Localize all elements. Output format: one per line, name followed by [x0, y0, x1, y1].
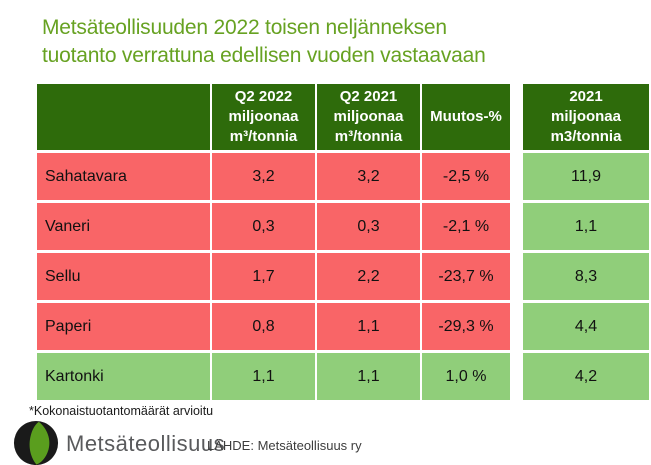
cell-sahatavara-q2-2022: 3,2 — [212, 153, 315, 200]
header-text: Q2 2021 — [339, 88, 398, 105]
header-text: miljoonaa — [550, 108, 621, 125]
header-text: miljoonaa — [333, 108, 404, 125]
cell-sellu-2021: 8,3 — [523, 253, 649, 300]
header-text: 2021 — [569, 88, 603, 105]
page-title-line1: Metsäteollisuuden 2022 toisen neljänneks… — [42, 16, 447, 39]
row-label-sahatavara: Sahatavara — [37, 153, 210, 200]
cell-vaneri-q2-2022: 0,3 — [212, 203, 315, 250]
cell-sellu-muutos: -23,7 % — [422, 253, 510, 300]
cell-paperi-muutos: -29,3 % — [422, 303, 510, 350]
row-label-paperi: Paperi — [37, 303, 210, 350]
header-cell-q2-2021: Q2 2021 miljoonaa m³/tonnia — [317, 84, 420, 150]
header-text: m³/tonnia — [334, 128, 403, 145]
row-label-kartonki: Kartonki — [37, 353, 210, 400]
cell-vaneri-muutos: -2,1 % — [422, 203, 510, 250]
page-title: Metsäteollisuuden 2022 toisen neljänneks… — [42, 14, 486, 70]
header-text: m3/tonnia — [550, 128, 622, 145]
metsateollisuus-logo-icon — [13, 420, 59, 465]
header-text: Muutos-% — [430, 108, 502, 125]
header-cell-2021: 2021 miljoonaa m3/tonnia — [523, 84, 649, 150]
cell-kartonki-2021: 4,2 — [523, 353, 649, 400]
header-text: Q2 2022 — [234, 88, 293, 105]
cell-sahatavara-2021: 11,9 — [523, 153, 649, 200]
cell-vaneri-2021: 1,1 — [523, 203, 649, 250]
source-label: LÄHDE: Metsäteollisuus ry — [207, 438, 362, 453]
cell-vaneri-q2-2021: 0,3 — [317, 203, 420, 250]
production-table: Q2 2022 miljoonaa m³/tonnia Q2 2021 milj… — [37, 84, 510, 400]
cell-kartonki-q2-2022: 1,1 — [212, 353, 315, 400]
year-2021-column: 2021 miljoonaa m3/tonnia 11,9 1,1 8,3 4,… — [523, 84, 649, 400]
row-label-vaneri: Vaneri — [37, 203, 210, 250]
cell-paperi-q2-2022: 0,8 — [212, 303, 315, 350]
cell-sahatavara-muutos: -2,5 % — [422, 153, 510, 200]
cell-paperi-q2-2021: 1,1 — [317, 303, 420, 350]
cell-kartonki-muutos: 1,0 % — [422, 353, 510, 400]
header-cell-q2-2022: Q2 2022 miljoonaa m³/tonnia — [212, 84, 315, 150]
row-label-sellu: Sellu — [37, 253, 210, 300]
cell-paperi-2021: 4,4 — [523, 303, 649, 350]
header-text: miljoonaa — [228, 108, 299, 125]
cell-sahatavara-q2-2021: 3,2 — [317, 153, 420, 200]
cell-sellu-q2-2021: 2,2 — [317, 253, 420, 300]
header-text: m³/tonnia — [229, 128, 298, 145]
header-cell-empty — [37, 84, 210, 150]
brand-name: Metsäteollisuus — [66, 431, 226, 456]
cell-sellu-q2-2022: 1,7 — [212, 253, 315, 300]
footnote: *Kokonaistuotantomäärät arvioitu — [29, 404, 214, 418]
header-cell-muutos: Muutos-% — [422, 84, 510, 150]
page-title-line2: tuotanto verrattuna edellisen vuoden vas… — [42, 44, 486, 67]
cell-kartonki-q2-2021: 1,1 — [317, 353, 420, 400]
